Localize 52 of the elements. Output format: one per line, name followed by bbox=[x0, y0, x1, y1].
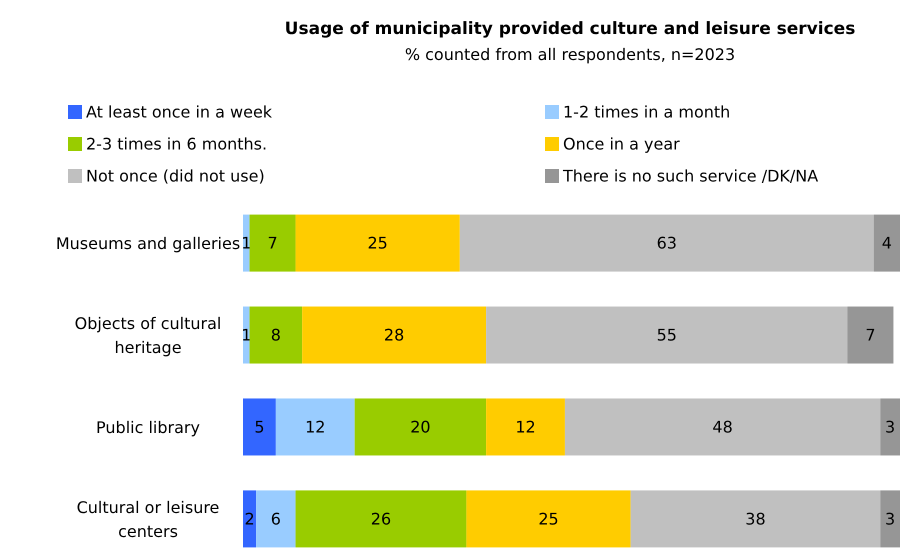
bar bbox=[880, 490, 900, 548]
bar bbox=[243, 398, 276, 456]
data-label: 12 bbox=[305, 417, 326, 436]
data-label: 3 bbox=[885, 417, 896, 436]
data-label: 26 bbox=[370, 509, 392, 528]
chart-title: Usage of municipality provided culture and leisure services bbox=[284, 19, 856, 39]
bar bbox=[630, 490, 880, 548]
legend-label: Once in a year bbox=[563, 134, 680, 154]
bar bbox=[276, 398, 355, 456]
data-label: 4 bbox=[882, 234, 892, 253]
legend-label: 2-3 times in 6 months. bbox=[86, 134, 268, 154]
bar bbox=[847, 306, 894, 364]
bar bbox=[354, 398, 486, 456]
legend-label: At least once in a week bbox=[86, 102, 273, 122]
bar bbox=[880, 398, 900, 456]
bar bbox=[296, 214, 460, 272]
data-label: 12 bbox=[515, 417, 536, 436]
bar bbox=[302, 306, 486, 364]
bar bbox=[243, 490, 256, 548]
data-label: 20 bbox=[410, 417, 431, 436]
bar bbox=[874, 214, 900, 272]
bar bbox=[486, 306, 848, 364]
bar bbox=[250, 214, 296, 272]
bar bbox=[256, 490, 296, 548]
data-label: 7 bbox=[267, 234, 278, 253]
y-tick-label: Public library bbox=[96, 417, 200, 436]
y-tick-label: Cultural or leisure centers bbox=[76, 497, 220, 540]
legend-label: Not once (did not use) bbox=[86, 166, 265, 186]
data-label: 63 bbox=[656, 234, 677, 253]
bar bbox=[466, 490, 631, 548]
chart-subtitle: % counted from all respondents, n=2023 bbox=[404, 45, 736, 64]
legend-label: There is no such service /DK/NA bbox=[562, 166, 818, 186]
data-label: 25 bbox=[368, 234, 388, 253]
bar bbox=[486, 398, 565, 456]
y-tick-label: Objects of cultural heritage bbox=[74, 314, 222, 357]
data-label: 7 bbox=[865, 326, 876, 345]
data-label: 2 bbox=[244, 509, 255, 528]
bar bbox=[296, 490, 466, 548]
data-label: 8 bbox=[270, 326, 281, 345]
data-label: 55 bbox=[656, 326, 677, 345]
data-label: 48 bbox=[712, 417, 733, 436]
bar bbox=[250, 306, 302, 364]
data-label: 5 bbox=[254, 417, 265, 436]
data-label: 6 bbox=[270, 509, 281, 528]
data-label: 3 bbox=[885, 509, 896, 528]
data-label: 28 bbox=[384, 326, 404, 345]
legend-label: 1-2 times in a month bbox=[563, 102, 730, 122]
y-tick-label: Museums and galleries bbox=[56, 234, 240, 253]
bar bbox=[564, 398, 880, 456]
data-label: 38 bbox=[745, 509, 766, 528]
bar bbox=[460, 214, 874, 272]
data-label: 25 bbox=[538, 509, 559, 528]
